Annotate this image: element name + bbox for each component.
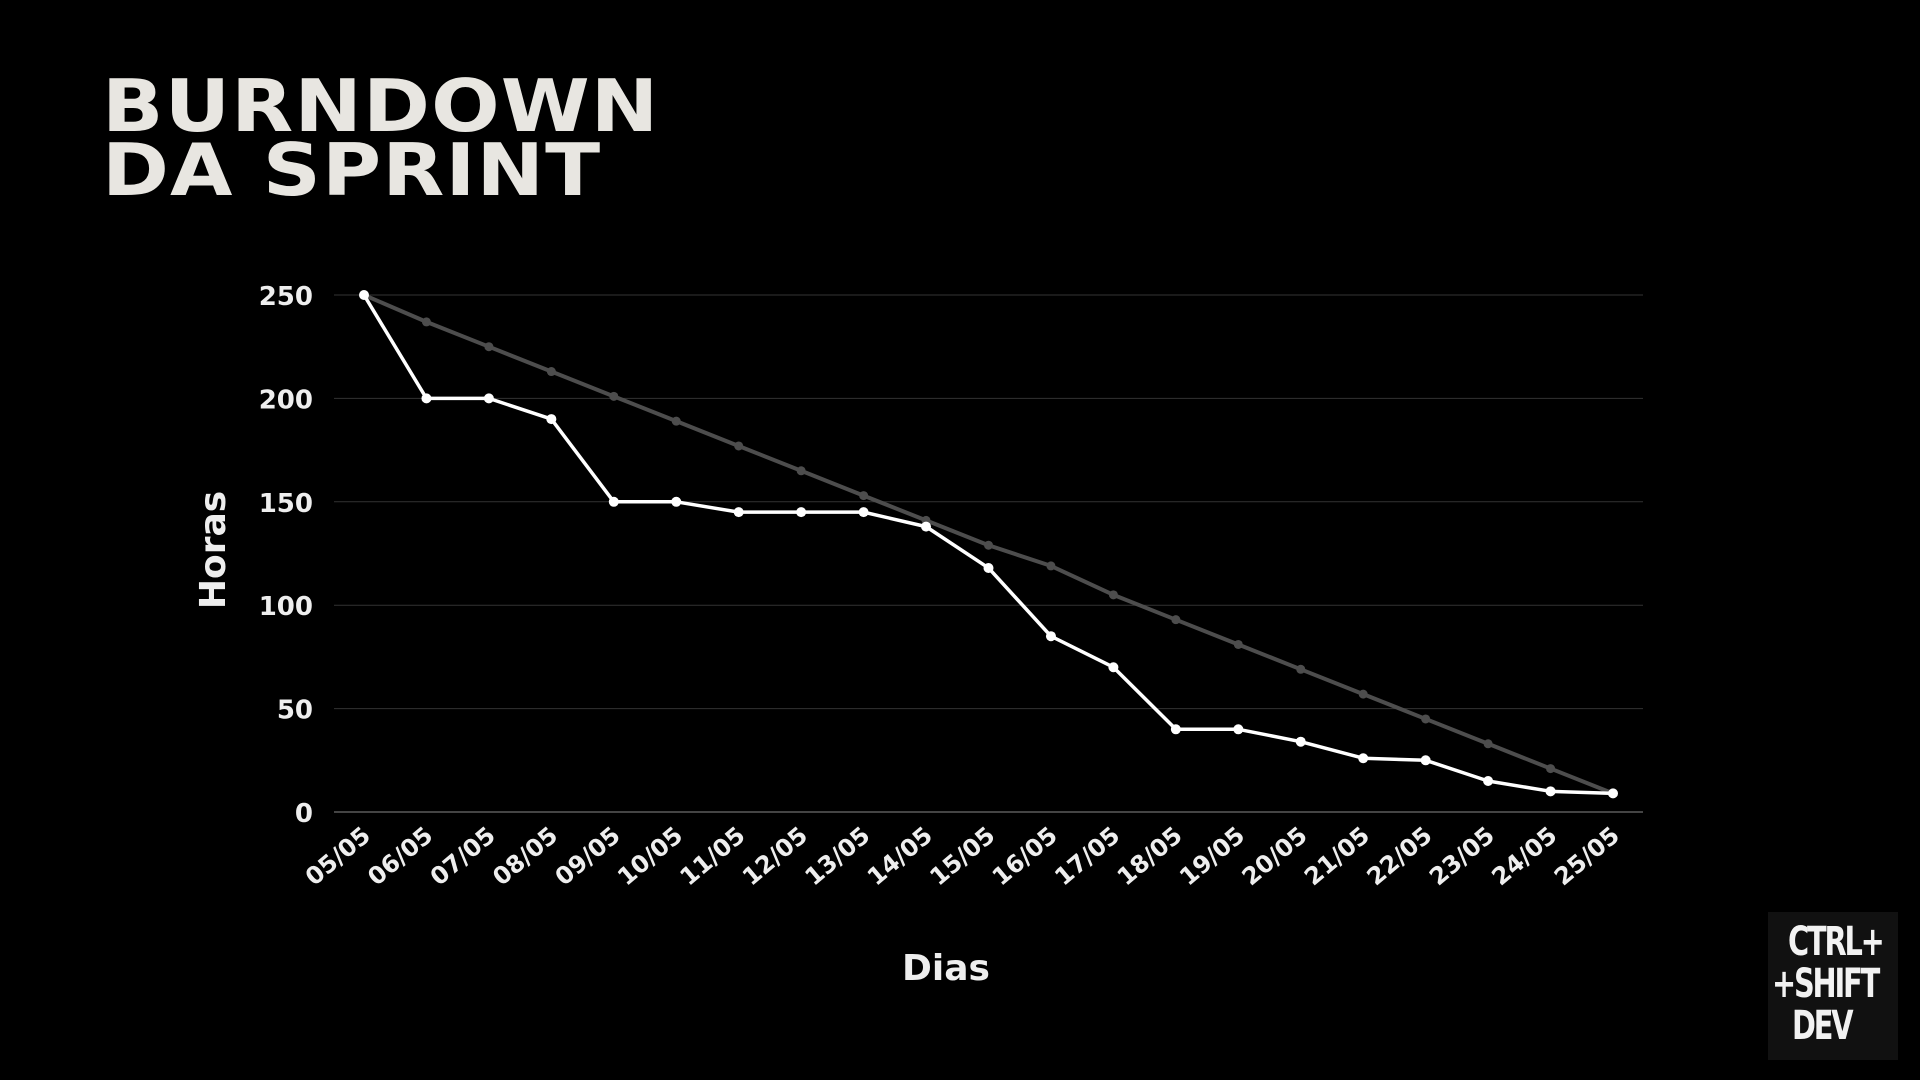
x-tick-label: 12/05 [737, 821, 813, 891]
data-point-actual [1358, 753, 1369, 764]
data-point-actual [1108, 662, 1119, 673]
data-point-actual [483, 393, 494, 404]
x-tick-label: 10/05 [612, 821, 688, 891]
data-point-ideal [671, 416, 681, 426]
x-axis-ticks: 05/0506/0507/0508/0509/0510/0511/0512/05… [300, 821, 1625, 891]
data-point-actual [546, 414, 557, 425]
logo-text-line-2: +SHIFT [1772, 961, 1880, 1007]
data-point-ideal [1046, 561, 1056, 571]
data-point-ideal [609, 391, 619, 401]
page-title: BURNDOWN DA SPRINT [102, 64, 660, 212]
x-tick-label: 17/05 [1049, 821, 1125, 891]
data-point-actual [733, 507, 744, 518]
data-point-actual [1483, 775, 1494, 786]
x-tick-label: 06/05 [362, 821, 438, 891]
data-point-actual [921, 521, 932, 532]
data-point-ideal [1233, 639, 1243, 649]
data-point-ideal [1546, 764, 1556, 774]
x-tick-label: 25/05 [1549, 821, 1625, 891]
data-point-actual [1170, 724, 1181, 735]
x-tick-label: 18/05 [1112, 821, 1188, 891]
data-point-actual [983, 562, 994, 573]
data-point-actual [359, 290, 369, 300]
data-point-ideal [484, 342, 494, 352]
y-tick-label: 150 [259, 489, 313, 519]
title-line-2: DA SPRINT [102, 128, 602, 212]
series-actual [359, 290, 1618, 799]
y-tick-label: 100 [259, 592, 313, 622]
data-point-actual [796, 507, 807, 518]
data-point-ideal [1358, 689, 1368, 699]
data-point-ideal [1421, 714, 1431, 724]
y-axis-label: Horas [193, 491, 234, 609]
data-point-ideal [796, 466, 806, 476]
x-tick-label: 22/05 [1362, 821, 1438, 891]
title-line-1: BURNDOWN [102, 64, 660, 148]
data-point-actual [1608, 788, 1618, 799]
y-tick-label: 50 [277, 696, 313, 726]
y-tick-label: 200 [259, 385, 313, 415]
data-point-ideal [859, 491, 869, 501]
x-tick-label: 11/05 [675, 821, 751, 891]
x-tick-label: 09/05 [550, 821, 626, 891]
series [359, 290, 1618, 799]
x-axis-label: Dias [902, 948, 990, 989]
x-tick-label: 05/05 [300, 821, 376, 891]
y-axis-ticks: 0 50 100 150 200 250 [259, 282, 313, 829]
x-tick-label: 08/05 [487, 821, 563, 891]
logo-text-line-3: DEV [1792, 1003, 1854, 1049]
data-point-actual [1045, 631, 1056, 642]
x-tick-label: 13/05 [800, 821, 876, 891]
data-point-ideal [1171, 615, 1181, 625]
data-point-actual [1295, 736, 1306, 747]
x-tick-label: 16/05 [987, 821, 1063, 891]
logo-text-line-1: CTRL+ [1788, 919, 1885, 965]
grid-lines [334, 294, 1643, 813]
x-tick-label: 23/05 [1424, 821, 1500, 891]
x-tick-label: 19/05 [1174, 821, 1250, 891]
data-point-actual [671, 496, 682, 507]
x-tick-label: 07/05 [425, 821, 501, 891]
data-point-ideal [1108, 590, 1118, 600]
data-point-ideal [734, 441, 744, 451]
y-tick-label: 250 [259, 282, 313, 312]
brand-logo: CTRL+ +SHIFT DEV [1768, 912, 1898, 1060]
data-point-actual [1233, 724, 1244, 735]
series-ideal [359, 290, 1618, 798]
x-tick-label: 24/05 [1487, 821, 1563, 891]
data-point-actual [1545, 786, 1556, 797]
data-point-actual [858, 507, 869, 518]
data-point-ideal [984, 540, 993, 550]
data-point-ideal [421, 317, 431, 327]
data-point-actual [421, 393, 432, 404]
x-tick-label: 21/05 [1299, 821, 1375, 891]
data-point-actual [1420, 755, 1431, 766]
data-point-ideal [1483, 739, 1493, 749]
data-point-ideal [546, 367, 556, 377]
data-point-actual [608, 496, 619, 507]
y-tick-label: 0 [295, 799, 313, 829]
x-tick-label: 20/05 [1237, 821, 1313, 891]
x-tick-label: 15/05 [924, 821, 1000, 891]
data-point-ideal [1296, 664, 1306, 674]
x-tick-label: 14/05 [862, 821, 938, 891]
